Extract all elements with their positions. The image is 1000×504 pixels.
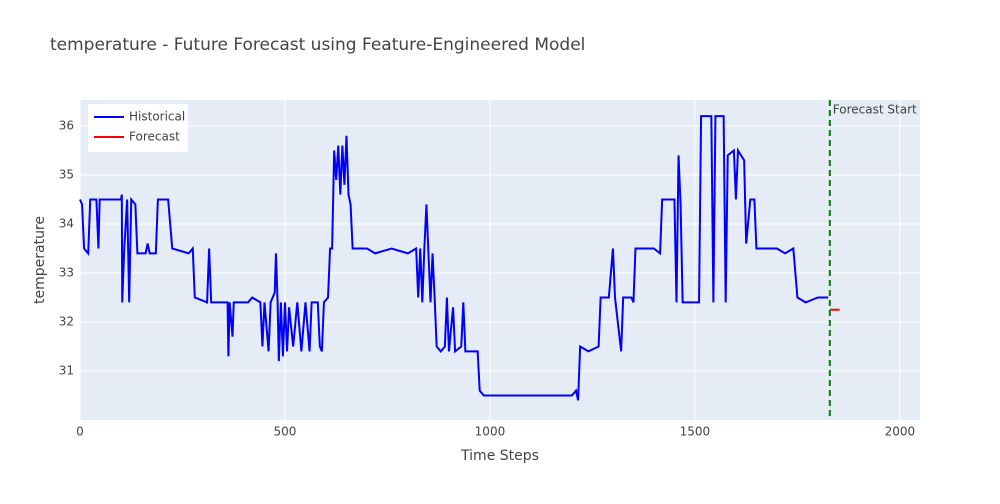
y-tick-label: 34: [59, 216, 74, 230]
x-axis-label: Time Steps: [460, 448, 539, 464]
y-tick-label: 33: [59, 265, 74, 279]
plot-area: [80, 100, 920, 420]
legend-label: Historical: [129, 110, 185, 124]
y-axis-label: temperature: [32, 216, 48, 304]
y-tick-label: 35: [59, 167, 74, 181]
series-line: [79, 115, 829, 401]
legend-label: Forecast: [129, 130, 180, 144]
y-tick-label: 32: [59, 314, 74, 328]
chart-title: temperature - Future Forecast using Feat…: [50, 35, 585, 55]
legend-box: [88, 104, 188, 152]
y-tick-label: 36: [59, 118, 74, 132]
x-tick-label: 2000: [885, 425, 916, 439]
y-tick-label: 31: [59, 363, 74, 377]
x-tick-label: 0: [76, 425, 84, 439]
annotation: Forecast Start: [833, 103, 917, 117]
x-tick-label: 1500: [680, 425, 711, 439]
x-tick-label: 500: [274, 425, 297, 439]
x-tick-label: 1000: [475, 425, 506, 439]
